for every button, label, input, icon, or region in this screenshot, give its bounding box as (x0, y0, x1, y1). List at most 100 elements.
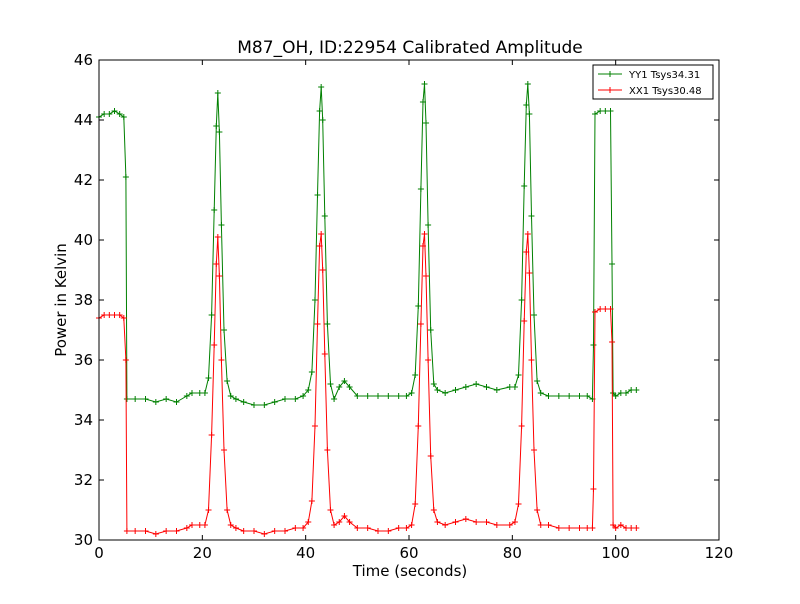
data-point-marker (282, 396, 288, 402)
data-point-marker (189, 522, 195, 528)
data-point-marker (415, 303, 422, 309)
y-tick-label: 34 (74, 411, 93, 429)
data-point-marker (521, 183, 528, 189)
data-point-marker (292, 396, 299, 402)
data-point-marker (419, 99, 426, 105)
x-tick-label: 40 (296, 544, 315, 562)
data-point-marker (421, 231, 428, 237)
data-point-marker (628, 525, 635, 531)
data-point-marker (592, 309, 598, 315)
data-point-marker (218, 357, 225, 363)
data-point-marker (427, 327, 434, 333)
data-point-marker (423, 120, 430, 126)
data-point-marker (524, 81, 531, 87)
series-line (98, 233, 637, 535)
data-point-marker (493, 522, 500, 528)
x-tick-label: 100 (601, 544, 630, 562)
x-tick-label: 80 (503, 544, 522, 562)
data-point-marker (452, 387, 459, 393)
data-point-marker (576, 525, 583, 531)
data-point-marker (292, 525, 299, 531)
data-point-marker (483, 384, 490, 390)
data-point-marker (142, 396, 149, 402)
data-point-marker (523, 249, 530, 255)
data-point-marker (434, 519, 441, 525)
data-point-marker (385, 528, 392, 534)
data-point-marker (430, 381, 437, 387)
data-point-marker (321, 213, 328, 219)
data-point-marker (122, 174, 129, 180)
data-point-marker (240, 399, 247, 405)
data-point-marker (602, 306, 609, 312)
data-point-marker (555, 393, 562, 399)
data-point-marker (597, 306, 604, 312)
data-point-marker (232, 396, 239, 402)
data-point-marker (163, 528, 170, 534)
data-point-marker (305, 519, 312, 525)
data-point-marker (216, 129, 223, 135)
data-point-marker (526, 270, 533, 276)
data-point-marker (584, 525, 591, 531)
data-point-marker (122, 357, 129, 363)
data-point-marker (308, 369, 315, 375)
data-point-marker (214, 90, 221, 96)
data-point-marker (218, 222, 225, 228)
legend-marker (607, 87, 613, 93)
data-point-marker (612, 525, 619, 531)
data-point-marker (216, 273, 223, 279)
data-point-marker (271, 399, 278, 405)
data-point-marker (331, 396, 338, 402)
data-point-marker (555, 525, 562, 531)
data-point-marker (311, 423, 318, 429)
data-point-marker (623, 390, 629, 396)
data-point-marker (282, 528, 288, 534)
data-point-marker (590, 486, 597, 492)
x-axis-label: Time (seconds) (352, 562, 468, 580)
data-point-marker (314, 321, 321, 327)
data-point-marker (493, 387, 500, 393)
data-point-marker (452, 519, 459, 525)
data-point-marker (584, 393, 591, 399)
data-point-marker (545, 522, 552, 528)
x-tick-label: 60 (399, 544, 418, 562)
data-point-marker (341, 378, 348, 384)
data-point-marker (152, 399, 159, 405)
data-point-marker (308, 498, 315, 504)
data-point-marker (205, 507, 212, 513)
legend-entry: YY1 Tsys34.31 (628, 70, 700, 81)
data-point-marker (506, 384, 513, 390)
data-point-marker (589, 525, 596, 531)
axes-frame (98, 59, 720, 541)
data-point-marker (227, 522, 234, 528)
data-point-marker (408, 522, 415, 528)
data-point-marker (609, 261, 616, 267)
x-tick-label: 20 (193, 544, 212, 562)
data-point-marker (120, 114, 127, 120)
data-point-marker (346, 384, 353, 390)
y-tick-label: 30 (74, 531, 93, 549)
data-point-marker (566, 525, 573, 531)
data-point-marker (111, 312, 118, 318)
data-point-marker (214, 234, 221, 240)
legend-box (592, 64, 714, 100)
data-point-marker (261, 531, 268, 537)
data-point-marker (208, 432, 215, 438)
data-point-marker (354, 393, 361, 399)
data-point-marker (318, 84, 325, 90)
data-point-marker (442, 522, 449, 528)
data-point-marker (120, 315, 127, 321)
data-point-marker (607, 306, 614, 312)
data-point-marker (132, 528, 139, 534)
data-point-marker (531, 447, 538, 453)
data-point-marker (526, 111, 533, 117)
data-point-marker (524, 231, 531, 237)
data-point-marker (610, 522, 617, 528)
data-point-marker (623, 525, 629, 531)
data-point-marker (300, 525, 307, 531)
data-point-marker (423, 273, 430, 279)
data-point-marker (421, 81, 428, 87)
data-point-marker (327, 507, 334, 513)
data-point-marker (537, 522, 544, 528)
data-point-marker (511, 519, 518, 525)
